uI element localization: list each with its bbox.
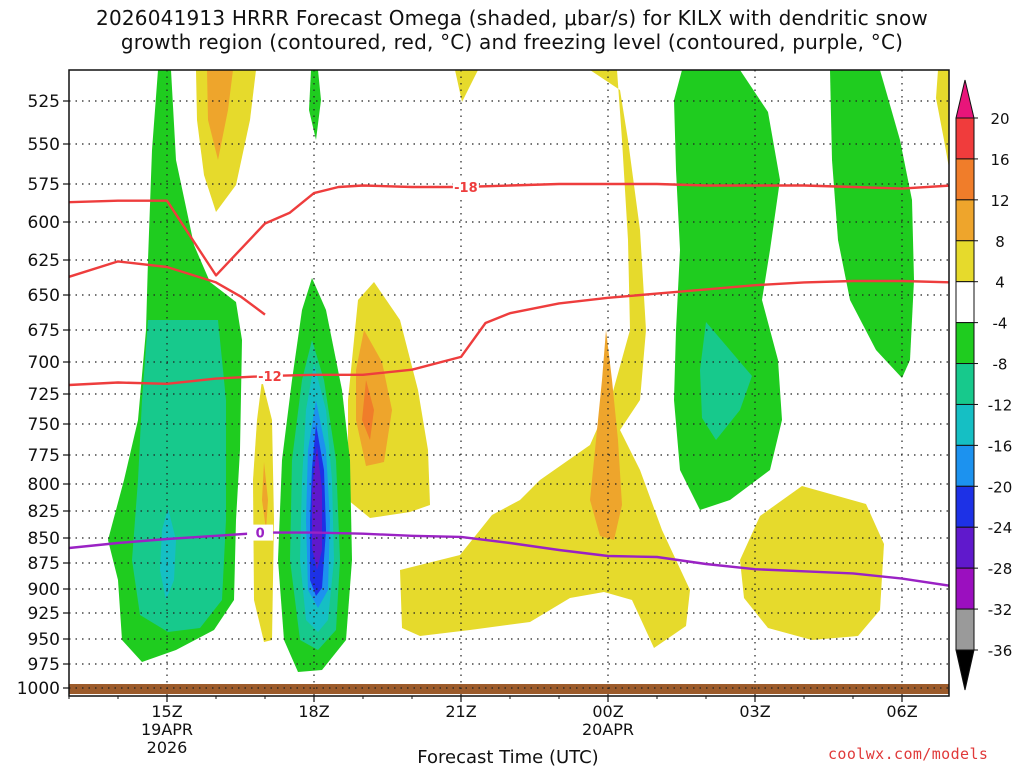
y-tick-label: 925: [28, 604, 60, 624]
y-tick-label: 900: [28, 580, 60, 600]
y-tick-label: 650: [28, 286, 60, 306]
y-tick-label: 775: [28, 446, 60, 466]
y-tick-label: 950: [28, 630, 60, 650]
y-tick-label: 575: [28, 175, 60, 195]
plot-frame: [68, 69, 950, 697]
y-tick-label: 975: [28, 655, 60, 675]
omega-region-green: [309, 70, 321, 140]
colorbar-box: [955, 240, 975, 283]
chart-title-line-2: growth region (contoured, red, °C) and f…: [120, 30, 904, 54]
credit-text: coolwx.com/models: [828, 745, 989, 763]
contour-label: -12: [258, 370, 282, 385]
omega-region-cyan: [160, 508, 176, 600]
omega-region-yellow: [740, 486, 884, 640]
colorbar-label: -32: [988, 601, 1013, 619]
contour-label: 0: [256, 527, 265, 542]
colorbar-label: -24: [988, 519, 1013, 537]
colorbar-label: 12: [990, 192, 1009, 210]
colorbar-label: 8: [995, 233, 1005, 251]
x-tick-label: 18Z: [298, 702, 329, 721]
omega-region-orange: [362, 380, 374, 440]
omega-shading: [108, 70, 949, 672]
colorbar-label: -4: [993, 315, 1008, 333]
colorbar-box: [955, 158, 975, 201]
y-tick-label: 525: [28, 92, 60, 112]
x-tick-label: 03Z: [739, 702, 770, 721]
y-tick-label: 850: [28, 529, 60, 549]
y-tick-label: 800: [28, 475, 60, 495]
contour-label-bg: [452, 179, 479, 196]
colorbar-box: [955, 117, 975, 160]
omega-region-orange: [262, 462, 268, 530]
colorbar-label: 4: [995, 274, 1005, 292]
colorbar-box: [955, 526, 975, 569]
colorbar-label: -8: [993, 356, 1008, 374]
y-tick-label: 750: [28, 415, 60, 435]
contour-line: [69, 279, 949, 387]
y-tick-label: 550: [28, 135, 60, 155]
colorbar-label: -16: [988, 437, 1013, 455]
x-tick-label: 06Z: [886, 702, 917, 721]
y-tick-label: 725: [28, 385, 60, 405]
colorbar-box: [955, 567, 975, 610]
colorbar-bottom-arrow: [955, 649, 975, 691]
x-tick-label: 15Z: [151, 702, 182, 721]
colorbar-label: -20: [988, 478, 1013, 496]
y-tick-label: 625: [28, 251, 60, 271]
x-date-label: 20APR: [582, 720, 634, 739]
y-tick-label: 600: [28, 213, 60, 233]
x-tick-label: 21Z: [445, 702, 476, 721]
colorbar-box: [955, 608, 975, 651]
omega-region-teal: [700, 322, 752, 440]
omega-region-green: [674, 70, 782, 510]
y-tick-label: 700: [28, 353, 60, 373]
omega-region-green: [830, 70, 914, 378]
colorbar-top-arrow: [955, 79, 975, 119]
contour-label-bg: [247, 524, 274, 541]
colorbar-label: -28: [988, 560, 1013, 578]
y-axis: 525 550 575 600 625 650 675 700 725 750 775 800 825 8…: [17, 92, 69, 699]
omega-region-orange: [356, 330, 392, 466]
temperature-contours: -18 -12 0: [69, 179, 949, 587]
omega-region-teal: [132, 320, 226, 632]
colorbar-box: [955, 444, 975, 487]
colorbar-box: [955, 199, 975, 242]
x-date-label: 19APR: [141, 720, 193, 739]
contour-line: [69, 531, 949, 587]
y-tick-label: 1000: [17, 679, 60, 699]
omega-region-orange: [590, 330, 622, 540]
colorbar: 20 16 12 8 4 -4 -8 -12 -16 -20 -24 -28 -32 -36: [955, 79, 1013, 691]
colorbar-box: [955, 363, 975, 405]
omega-region-yellow: [936, 70, 949, 168]
colorbar-label: 20: [990, 110, 1009, 128]
colorbar-label: -12: [988, 396, 1013, 414]
omega-region-orange: [207, 70, 233, 160]
colorbar-box: [955, 485, 975, 528]
chart-title: 2026041913 HRRR Forecast Omega (shaded, …: [0, 6, 1024, 54]
terrain-strip: [69, 684, 949, 694]
contour-label-bg: [256, 368, 283, 385]
x-year-label: 2026: [147, 738, 188, 757]
contour-line: [69, 260, 266, 316]
colorbar-label: -36: [988, 642, 1013, 660]
colorbar-box: [955, 322, 975, 365]
y-tick-label: 825: [28, 502, 60, 522]
x-tick-label: 00Z: [592, 702, 623, 721]
x-axis-title: Forecast Time (UTC): [417, 747, 599, 768]
colorbar-box: [955, 403, 975, 446]
y-tick-label: 875: [28, 554, 60, 574]
contour-label: -18: [454, 181, 478, 196]
y-tick-label: 675: [28, 321, 60, 341]
chart-title-line-1: 2026041913 HRRR Forecast Omega (shaded, …: [96, 6, 928, 30]
colorbar-box: [955, 281, 975, 324]
colorbar-label: 16: [990, 151, 1009, 169]
